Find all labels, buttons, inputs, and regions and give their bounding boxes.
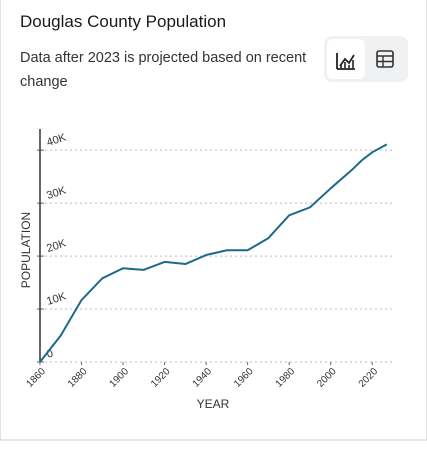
y-tick-label: 30K <box>45 184 68 202</box>
x-tick-label: 1860 <box>24 366 48 390</box>
y-tick-label: 40K <box>45 131 68 149</box>
y-tick-label: 20K <box>45 237 68 255</box>
x-tick-label: 1880 <box>66 366 90 390</box>
data-line <box>39 143 388 363</box>
y-tick-label: 0 <box>45 348 55 361</box>
chart-view-button[interactable] <box>327 39 365 79</box>
x-tick-label: 2000 <box>315 366 339 390</box>
x-tick-label: 1900 <box>108 366 132 390</box>
x-tick-label: 2020 <box>357 366 381 390</box>
x-tick-label: 1920 <box>149 366 173 390</box>
title: Douglas County Population <box>20 12 227 31</box>
x-axis-title: YEAR <box>197 397 230 411</box>
x-tick-label: 1980 <box>274 366 298 390</box>
x-tick-label: 1960 <box>232 366 256 390</box>
table-view-button[interactable] <box>376 50 394 68</box>
y-tick-label: 10K <box>45 290 68 308</box>
x-tick-label: 1940 <box>191 366 215 390</box>
subtitle: Data after 2023 is projected based on re… <box>20 50 307 90</box>
y-axis-title: POPULATION <box>19 212 33 288</box>
